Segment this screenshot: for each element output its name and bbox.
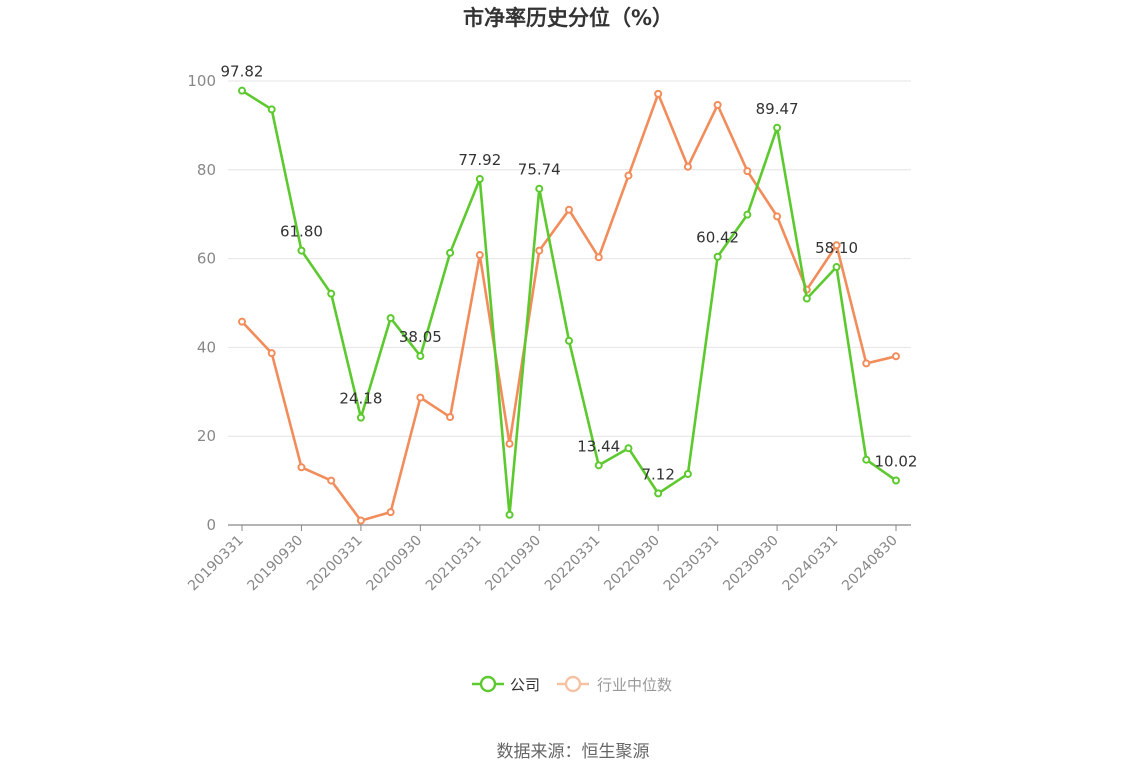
x-tick-label: 20200331 xyxy=(304,533,366,595)
data-label: 7.12 xyxy=(641,465,674,483)
data-point xyxy=(773,123,782,132)
data-point xyxy=(446,248,455,257)
data-point xyxy=(862,455,871,464)
data-label: 97.82 xyxy=(221,63,264,81)
x-tick-label: 20240331 xyxy=(780,533,842,595)
x-tick-label: 20210930 xyxy=(482,533,544,595)
data-point xyxy=(683,469,692,478)
data-point xyxy=(565,205,573,214)
data-point xyxy=(773,212,782,221)
chart-title: 市净率历史分位（%） xyxy=(463,6,673,30)
data-point xyxy=(238,86,246,95)
data-point xyxy=(624,171,633,180)
data-point xyxy=(654,89,663,98)
grid xyxy=(228,80,911,437)
data-point xyxy=(475,251,484,260)
x-tick-label: 20190331 xyxy=(185,533,247,595)
series-1 xyxy=(238,89,900,525)
data-point xyxy=(238,317,246,326)
data-point xyxy=(862,359,871,368)
y-tick-label: 60 xyxy=(197,250,216,268)
data-point xyxy=(713,100,722,109)
data-point xyxy=(683,162,692,171)
legend-item-0[interactable]: 公司 xyxy=(472,675,540,694)
legend-item-1[interactable]: 行业中位数 xyxy=(557,675,672,694)
legend-label: 公司 xyxy=(510,676,540,694)
data-label: 58.10 xyxy=(815,239,858,257)
data-point xyxy=(297,463,306,472)
data-point xyxy=(654,489,663,498)
data-label: 13.44 xyxy=(577,437,620,455)
data-point xyxy=(743,167,752,176)
data-label: 77.92 xyxy=(458,151,501,169)
x-tick-label: 20240830 xyxy=(839,533,901,595)
x-tick-label: 20200930 xyxy=(363,533,425,595)
data-point xyxy=(535,246,544,255)
y-tick-label: 0 xyxy=(206,516,216,534)
data-point xyxy=(832,263,841,272)
data-point xyxy=(356,413,365,422)
data-point xyxy=(892,352,900,361)
legend-label: 行业中位数 xyxy=(597,676,672,694)
data-point xyxy=(565,336,573,345)
data-point xyxy=(535,184,544,193)
data-label: 89.47 xyxy=(756,100,799,118)
x-tick-label: 20190930 xyxy=(245,533,307,595)
y-tick-label: 20 xyxy=(197,427,216,445)
data-point xyxy=(386,508,395,517)
data-point xyxy=(327,476,336,485)
data-labels: 97.82 61.80 24.18 38.05 77.92 75.74 13.44 7.12 6… xyxy=(221,63,918,484)
x-tick-label: 20220331 xyxy=(542,533,604,595)
x-tick-label: 20210331 xyxy=(423,533,485,595)
legend-marker xyxy=(564,675,582,693)
data-point xyxy=(356,516,365,525)
data-point xyxy=(267,349,276,358)
data-point xyxy=(505,510,514,519)
data-point xyxy=(416,393,425,402)
y-tick-label: 80 xyxy=(197,161,216,179)
source-note: 数据来源：恒生聚源 xyxy=(497,742,650,762)
legend-marker xyxy=(479,675,497,693)
series-0 xyxy=(238,86,900,519)
data-point xyxy=(386,314,395,323)
series-layer xyxy=(238,86,900,525)
series-line xyxy=(241,89,897,517)
data-point xyxy=(713,252,722,261)
x-tick-label: 20230930 xyxy=(720,533,782,595)
data-point xyxy=(743,210,752,219)
data-point xyxy=(416,352,425,361)
data-point xyxy=(327,289,336,298)
series-line xyxy=(241,92,897,522)
data-point xyxy=(624,444,633,453)
data-label: 61.80 xyxy=(280,223,323,241)
data-label: 10.02 xyxy=(875,453,918,471)
data-label: 75.74 xyxy=(518,161,561,179)
x-tick-label: 20230331 xyxy=(661,533,723,595)
data-point xyxy=(297,246,306,255)
axes: 0 20 40 60 80 100 2019033120190930202003312020… xyxy=(185,72,911,594)
data-point xyxy=(505,439,514,448)
data-point xyxy=(892,476,900,485)
data-point xyxy=(594,461,603,470)
y-tick-label: 100 xyxy=(187,72,216,90)
data-point xyxy=(832,241,841,250)
data-point xyxy=(267,105,276,114)
y-tick-label: 40 xyxy=(197,338,216,356)
legend[interactable]: 公司 行业中位数 xyxy=(472,675,672,694)
x-tick-label: 20220930 xyxy=(601,533,663,595)
data-label: 24.18 xyxy=(339,390,382,408)
data-label: 38.05 xyxy=(399,328,442,346)
data-point xyxy=(594,253,603,262)
data-point xyxy=(446,413,455,422)
data-point xyxy=(475,175,484,184)
data-point xyxy=(802,294,811,303)
data-label: 60.42 xyxy=(696,229,739,247)
